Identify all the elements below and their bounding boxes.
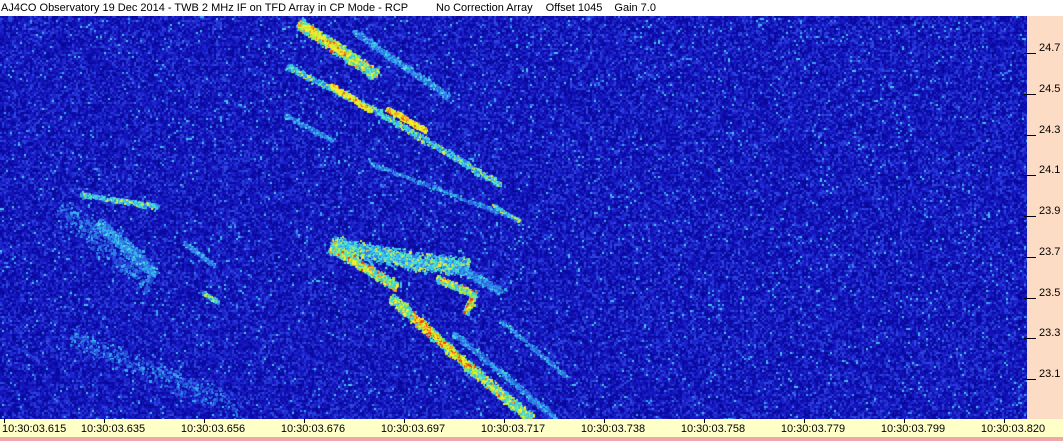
- time-tick: [404, 419, 405, 423]
- frequency-axis: 24.7 24.5 24.3 24.1 23.9 23.7 23.5 23.3 23.1: [1024, 16, 1063, 419]
- freq-tick: [1024, 379, 1036, 380]
- freq-tick-label: 23.1: [1039, 368, 1061, 380]
- freq-tick: [1024, 94, 1036, 95]
- time-tick: [604, 419, 605, 423]
- time-tick-label: 10:30:03.779: [780, 423, 846, 435]
- time-tick-label: 10:30:03.717: [480, 423, 546, 435]
- freq-tick-label: 24.7: [1039, 42, 1061, 54]
- freq-tick-label: 23.5: [1039, 287, 1061, 299]
- freq-tick-label: 24.3: [1039, 124, 1061, 136]
- time-tick-label: 10:30:03.615: [2, 423, 67, 435]
- freq-tick-label: 23.7: [1039, 246, 1061, 258]
- title-bar: AJ4CO Observatory 19 Dec 2014 - TWB 2 MH…: [0, 0, 1063, 16]
- time-tick-label: 10:30:03.697: [380, 423, 446, 435]
- time-tick-label: 10:30:03.738: [580, 423, 646, 435]
- time-tick-label: 10:30:03.758: [680, 423, 746, 435]
- freq-tick: [1024, 135, 1036, 136]
- freq-tick-label: 23.3: [1039, 327, 1061, 339]
- freq-tick: [1024, 338, 1036, 339]
- time-tick: [304, 419, 305, 423]
- time-tick: [104, 419, 105, 423]
- status-offset: Offset 1045: [545, 2, 603, 14]
- time-tick-label: 10:30:03.799: [880, 423, 946, 435]
- time-tick: [804, 419, 805, 423]
- spectrogram-canvas: [0, 16, 1027, 419]
- time-tick-label: 10:30:03.820: [980, 423, 1046, 435]
- status-gain: Gain 7.0: [614, 2, 656, 14]
- freq-tick: [1024, 53, 1036, 54]
- freq-tick-label: 23.9: [1039, 205, 1061, 217]
- freq-tick: [1024, 257, 1036, 258]
- time-tick: [4, 419, 5, 423]
- time-tick: [204, 419, 205, 423]
- page-title: AJ4CO Observatory 19 Dec 2014 - TWB 2 MH…: [1, 2, 408, 14]
- time-tick: [904, 419, 905, 423]
- time-tick: [1004, 419, 1005, 423]
- freq-tick-label: 24.1: [1039, 164, 1061, 176]
- time-axis: 10:30:03.615 10:30:03.635 10:30:03.656 10:3…: [0, 419, 1063, 437]
- time-tick: [504, 419, 505, 423]
- time-tick-label: 10:30:03.635: [80, 423, 146, 435]
- status-correction: No Correction Array: [436, 2, 533, 14]
- time-tick: [704, 419, 705, 423]
- footer-strip: [0, 437, 1063, 441]
- time-tick-label: 10:30:03.656: [180, 423, 246, 435]
- time-tick-label: 10:30:03.676: [280, 423, 346, 435]
- freq-tick: [1024, 216, 1036, 217]
- freq-tick: [1024, 175, 1036, 176]
- freq-tick-label: 24.5: [1039, 83, 1061, 95]
- freq-tick: [1024, 298, 1036, 299]
